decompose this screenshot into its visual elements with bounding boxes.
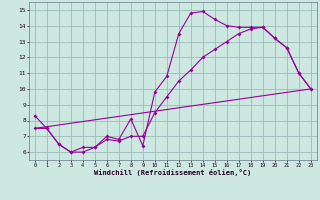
X-axis label: Windchill (Refroidissement éolien,°C): Windchill (Refroidissement éolien,°C) [94, 169, 252, 176]
